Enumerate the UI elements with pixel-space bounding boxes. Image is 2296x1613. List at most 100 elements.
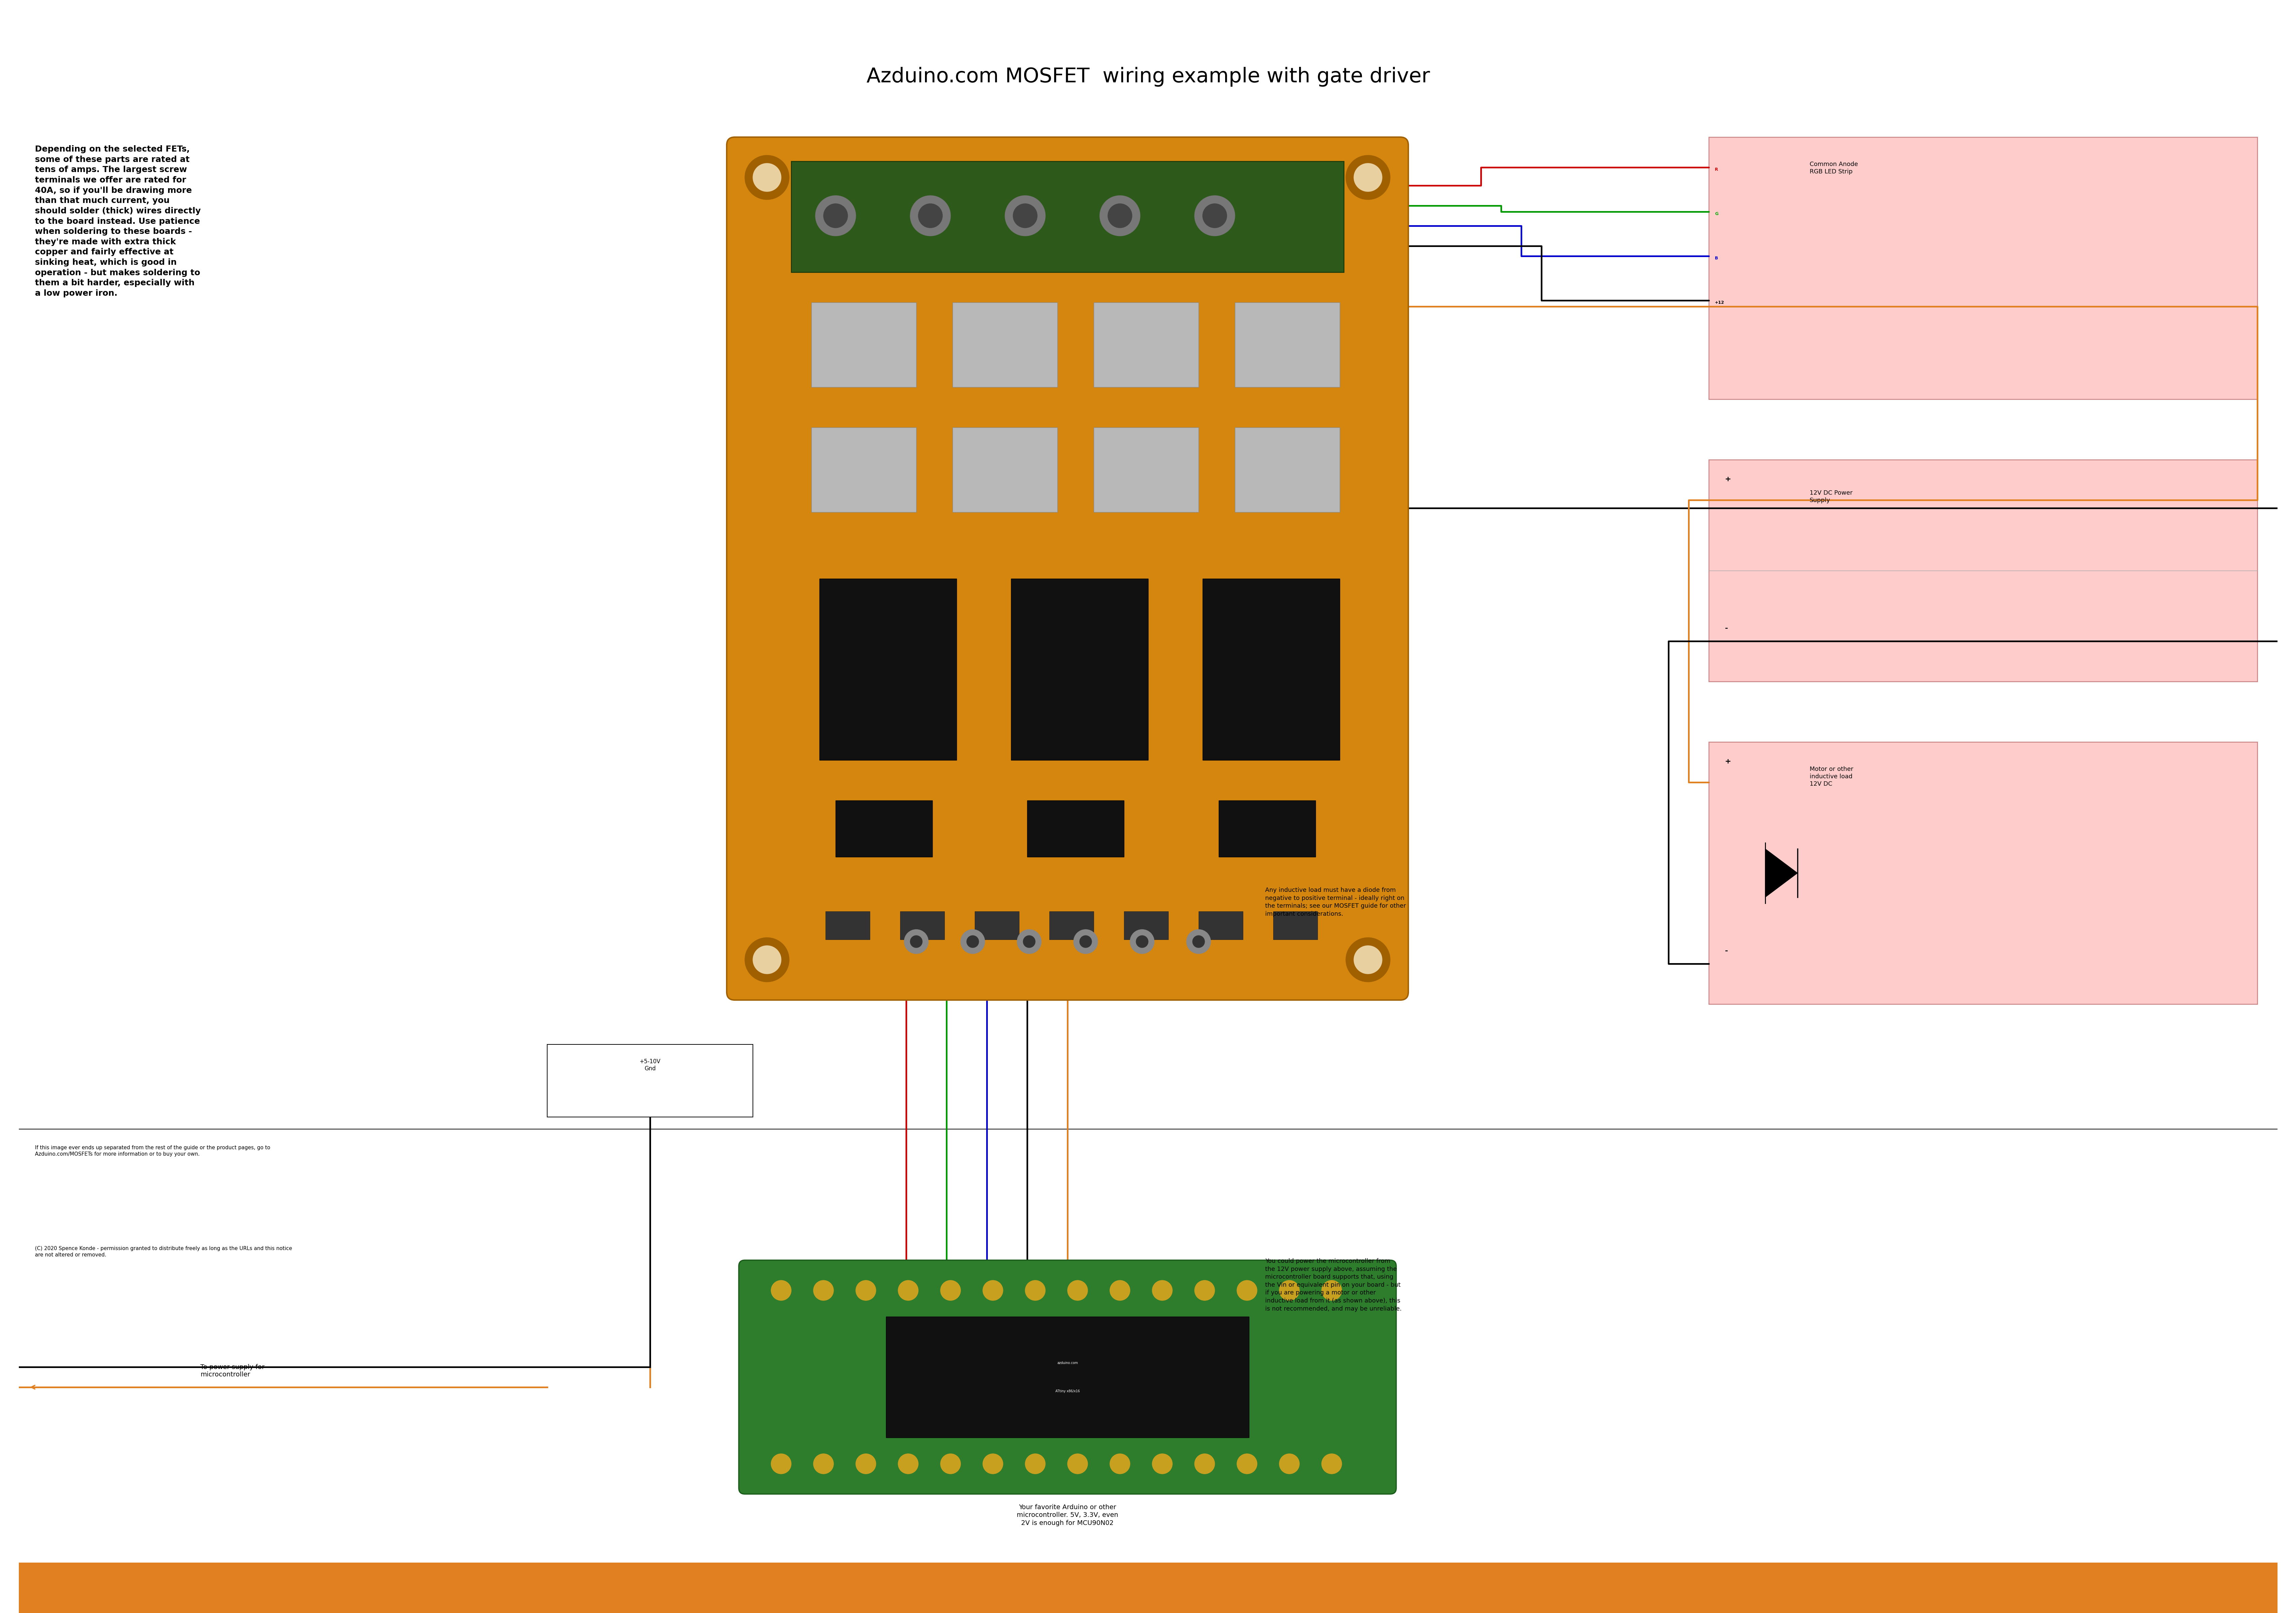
Circle shape [813,1281,833,1300]
Bar [546,1045,753,1116]
Circle shape [815,195,856,235]
Circle shape [1017,929,1040,953]
Text: Motor or other
inductive load
12V DC: Motor or other inductive load 12V DC [1809,766,1853,787]
Bar [1219,800,1316,857]
Circle shape [905,929,928,953]
Circle shape [1322,1281,1341,1300]
Circle shape [744,155,790,200]
Text: (C) 2020 Spence Konde - permission granted to distribute freely as long as the U: (C) 2020 Spence Konde - permission grant… [34,1245,292,1258]
Circle shape [1006,195,1045,235]
Circle shape [1187,929,1210,953]
Circle shape [983,1281,1003,1300]
Circle shape [1107,203,1132,227]
Bar [1272,911,1318,939]
Bar [810,427,916,513]
Polygon shape [1766,848,1798,897]
Circle shape [918,203,941,227]
Bar [1049,911,1093,939]
Circle shape [1024,1281,1045,1300]
Text: Depending on the selected FETs,
some of these parts are rated at
tens of amps. T: Depending on the selected FETs, some of … [34,145,200,297]
Circle shape [856,1453,875,1474]
Circle shape [909,195,951,235]
Text: Your favorite Arduino or other
microcontroller. 5V, 3.3V, even
2V is enough for : Your favorite Arduino or other microcont… [1017,1503,1118,1526]
Circle shape [1013,203,1038,227]
Bar [1203,579,1339,760]
Circle shape [1075,929,1097,953]
Bar [820,579,957,760]
Bar [953,427,1056,513]
Circle shape [898,1281,918,1300]
Circle shape [1192,936,1205,947]
Text: To power supply for
microcontroller: To power supply for microcontroller [200,1365,264,1378]
Circle shape [941,1453,960,1474]
Circle shape [771,1453,792,1474]
Circle shape [1137,936,1148,947]
Text: 12V DC Power
Supply: 12V DC Power Supply [1809,490,1853,503]
Bar [974,911,1019,939]
Circle shape [856,1281,875,1300]
Circle shape [1109,1281,1130,1300]
Circle shape [1024,1453,1045,1474]
Circle shape [1153,1281,1173,1300]
Circle shape [1279,1281,1300,1300]
Circle shape [1194,1281,1215,1300]
Circle shape [1194,195,1235,235]
Circle shape [1355,163,1382,192]
Text: If this image ever ends up separated from the rest of the guide or the product p: If this image ever ends up separated fro… [34,1145,271,1157]
FancyBboxPatch shape [726,137,1407,1000]
Bar [1235,303,1339,387]
Circle shape [1345,155,1389,200]
Text: -: - [1724,947,1729,955]
Text: You could power the microcontroller from
the 12V power supply above, assuming th: You could power the microcontroller from… [1265,1258,1401,1311]
Circle shape [1279,1453,1300,1474]
Circle shape [1068,1281,1088,1300]
Bar [1093,303,1199,387]
Circle shape [967,936,978,947]
Text: Any inductive load must have a diode from
negative to positive terminal - ideall: Any inductive load must have a diode fro… [1265,887,1405,916]
Circle shape [1345,937,1389,982]
Text: B: B [1715,256,1717,260]
Bar [1026,800,1123,857]
Circle shape [1130,929,1155,953]
Circle shape [1153,1453,1173,1474]
Text: Azduino.com MOSFET  wiring example with gate driver: Azduino.com MOSFET wiring example with g… [866,66,1430,87]
Bar [836,800,932,857]
Text: +: + [1724,476,1731,482]
Text: azduino.com: azduino.com [1056,1361,1077,1365]
Bar [1123,911,1169,939]
Text: Common Anode
RGB LED Strip: Common Anode RGB LED Strip [1809,161,1857,174]
Circle shape [1194,1453,1215,1474]
Circle shape [941,1281,960,1300]
FancyBboxPatch shape [739,1260,1396,1494]
Text: G: G [1715,211,1717,216]
Circle shape [1079,936,1091,947]
Bar [1235,427,1339,513]
Text: -: - [1724,624,1729,632]
Bar [1708,742,2257,1003]
Circle shape [1355,945,1382,974]
Circle shape [824,203,847,227]
Bar [824,911,870,939]
Text: +5-10V
Gnd: +5-10V Gnd [638,1058,661,1071]
Circle shape [813,1453,833,1474]
Text: +: + [1724,758,1731,765]
Bar [792,161,1343,273]
Bar [886,1316,1249,1437]
Text: +12: +12 [1715,300,1724,305]
Bar [1010,579,1148,760]
Circle shape [960,929,985,953]
Bar [1708,137,2257,398]
Circle shape [1238,1453,1256,1474]
Bar [1708,460,2257,681]
Circle shape [1100,195,1139,235]
Circle shape [898,1453,918,1474]
Bar [1093,427,1199,513]
Circle shape [753,163,781,192]
Bar [810,303,916,387]
Circle shape [1203,203,1226,227]
Circle shape [983,1453,1003,1474]
Circle shape [1322,1453,1341,1474]
Circle shape [744,937,790,982]
Circle shape [1068,1453,1088,1474]
Circle shape [771,1281,792,1300]
